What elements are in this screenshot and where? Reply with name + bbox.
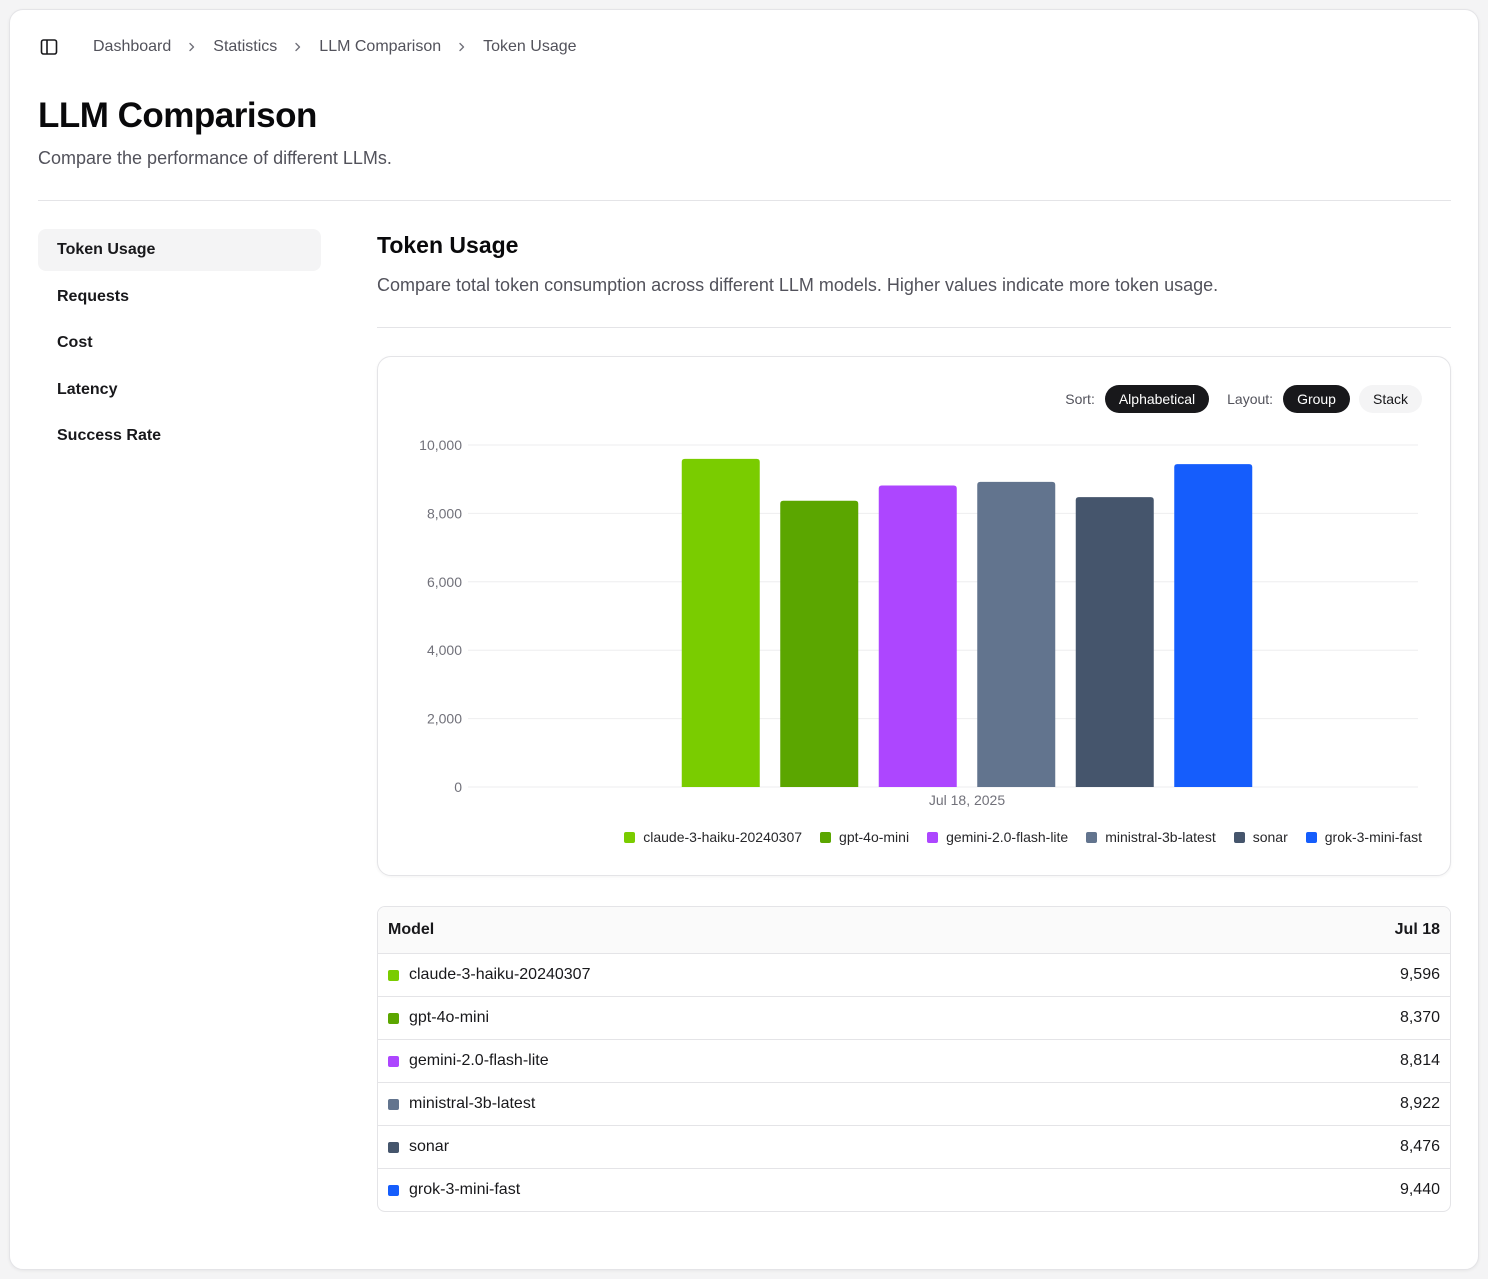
column-header-model: Model	[388, 921, 435, 938]
model-name: gpt-4o-mini	[409, 1009, 490, 1026]
y-tick-label: 6,000	[427, 574, 462, 590]
breadcrumb-llm-comparison[interactable]: LLM Comparison	[319, 38, 442, 55]
bar-grok-3-mini-fast[interactable]	[1174, 464, 1253, 787]
color-swatch	[388, 1098, 399, 1110]
data-table: Model Jul 18 claude-3-haiku-20240307 9,59…	[377, 906, 1451, 1212]
chart-legend: claude-3-haiku-20240307 gpt-4o-mini gemini…	[606, 829, 1422, 845]
nav-item-success-rate[interactable]: Success Rate	[57, 427, 162, 444]
table-row: grok-3-mini-fast 9,440	[378, 1168, 1450, 1211]
legend-item[interactable]: gpt-4o-mini	[820, 829, 909, 845]
table-header-row: Model Jul 18	[378, 907, 1450, 953]
color-swatch	[388, 969, 399, 981]
bar-gpt-4o-mini[interactable]	[780, 500, 859, 787]
legend-label: sonar	[1252, 829, 1288, 845]
model-name: claude-3-haiku-20240307	[409, 966, 591, 983]
x-tick-label: Jul 18, 2025	[929, 792, 1005, 808]
chart-card: Sort: Alphabetical Layout: Group Stack 1…	[377, 356, 1451, 876]
section-nav: Token Usage Requests Cost Latency Succes…	[38, 229, 321, 462]
divider	[38, 200, 1451, 201]
model-name: sonar	[409, 1138, 450, 1155]
bar-chart: 10,000 8,000 6,000 4,000 2,000 0 Jul 18, 2025	[419, 437, 1418, 808]
model-cell: sonar	[388, 1138, 449, 1156]
y-tick-label: 8,000	[427, 505, 462, 521]
legend-swatch	[820, 831, 832, 843]
value-cell: 9,440	[1399, 1181, 1440, 1198]
color-swatch	[388, 1141, 399, 1153]
legend-item[interactable]: grok-3-mini-fast	[1305, 829, 1422, 845]
sort-alphabetical-button[interactable]: Alphabetical	[1104, 385, 1210, 413]
legend-label: gpt-4o-mini	[839, 829, 910, 845]
legend-swatch	[624, 831, 636, 843]
chevron-right-icon	[187, 42, 197, 52]
value-cell: 8,476	[1399, 1138, 1440, 1155]
bar-claude-3-haiku-20240307[interactable]	[681, 458, 760, 787]
model-cell: grok-3-mini-fast	[388, 1181, 520, 1199]
y-tick-label: 0	[454, 779, 462, 795]
column-header-date: Jul 18	[1394, 921, 1440, 938]
legend-item[interactable]: ministral-3b-latest	[1086, 829, 1216, 845]
breadcrumb: Dashboard Statistics LLM Comparison Toke…	[93, 38, 577, 56]
nav-item-latency[interactable]: Latency	[57, 380, 118, 398]
bar-gemini-2.0-flash-lite[interactable]	[878, 485, 957, 787]
legend-item[interactable]: sonar	[1233, 829, 1288, 845]
model-name: ministral-3b-latest	[409, 1095, 536, 1112]
table-row: claude-3-haiku-20240307 9,596	[378, 953, 1450, 996]
breadcrumb-token-usage: Token Usage	[483, 38, 577, 55]
page-subtitle: Compare the performance of different LLM…	[38, 148, 392, 168]
legend-item[interactable]: gemini-2.0-flash-lite	[927, 829, 1068, 845]
chart-controls: Sort: Alphabetical Layout: Group Stack	[1065, 385, 1422, 413]
app-window: Dashboard Statistics LLM Comparison Toke…	[9, 9, 1479, 1270]
legend-item[interactable]: claude-3-haiku-20240307	[624, 829, 802, 845]
table-row: sonar 8,476	[378, 1125, 1450, 1168]
bar-sonar[interactable]	[1075, 497, 1154, 787]
table-row: gemini-2.0-flash-lite 8,814	[378, 1039, 1450, 1082]
legend-label: claude-3-haiku-20240307	[643, 829, 803, 845]
top-bar: Dashboard Statistics LLM Comparison Toke…	[38, 34, 577, 60]
color-swatch	[388, 1184, 399, 1196]
divider	[377, 327, 1451, 328]
table-row: gpt-4o-mini 8,370	[378, 996, 1450, 1039]
model-cell: gpt-4o-mini	[388, 1009, 489, 1027]
value-cell: 8,370	[1399, 1009, 1440, 1026]
sidebar-panel-icon	[40, 39, 58, 55]
section-description: Compare total token consumption across d…	[377, 275, 1219, 295]
section-title: Token Usage	[377, 232, 519, 258]
legend-swatch	[1305, 831, 1317, 843]
layout-stack-button[interactable]: Stack	[1358, 385, 1422, 413]
value-cell: 8,922	[1399, 1095, 1440, 1112]
nav-item-token-usage[interactable]: Token Usage	[38, 229, 321, 271]
chevron-right-icon	[457, 42, 467, 52]
table-row: ministral-3b-latest 8,922	[378, 1082, 1450, 1125]
color-swatch	[388, 1055, 399, 1067]
page-title: LLM Comparison	[38, 96, 317, 135]
breadcrumb-dashboard[interactable]: Dashboard	[93, 38, 172, 55]
model-cell: claude-3-haiku-20240307	[388, 966, 590, 984]
value-cell: 8,814	[1399, 1052, 1440, 1069]
chevron-right-icon	[293, 42, 303, 52]
y-tick-label: 10,000	[419, 437, 462, 453]
layout-group-button[interactable]: Group	[1283, 385, 1350, 413]
layout-label: Layout:	[1227, 391, 1274, 407]
y-tick-label: 4,000	[427, 642, 462, 658]
legend-label: gemini-2.0-flash-lite	[946, 829, 1069, 845]
color-swatch	[388, 1012, 399, 1024]
value-cell: 9,596	[1399, 966, 1440, 983]
nav-item-requests[interactable]: Requests	[57, 287, 130, 305]
model-cell: gemini-2.0-flash-lite	[388, 1052, 549, 1070]
legend-label: ministral-3b-latest	[1105, 829, 1216, 845]
sidebar-toggle-button[interactable]	[38, 36, 60, 58]
legend-swatch	[927, 831, 939, 843]
breadcrumb-statistics[interactable]: Statistics	[213, 38, 278, 55]
legend-swatch	[1233, 831, 1245, 843]
nav-item-cost[interactable]: Cost	[57, 334, 93, 351]
sort-label: Sort:	[1065, 391, 1095, 407]
legend-label: grok-3-mini-fast	[1324, 829, 1422, 845]
bar-ministral-3b-latest[interactable]	[977, 481, 1056, 787]
y-tick-label: 2,000	[427, 711, 462, 727]
model-name: grok-3-mini-fast	[409, 1181, 521, 1198]
model-name: gemini-2.0-flash-lite	[409, 1052, 549, 1069]
model-cell: ministral-3b-latest	[388, 1095, 535, 1113]
legend-swatch	[1086, 831, 1098, 843]
